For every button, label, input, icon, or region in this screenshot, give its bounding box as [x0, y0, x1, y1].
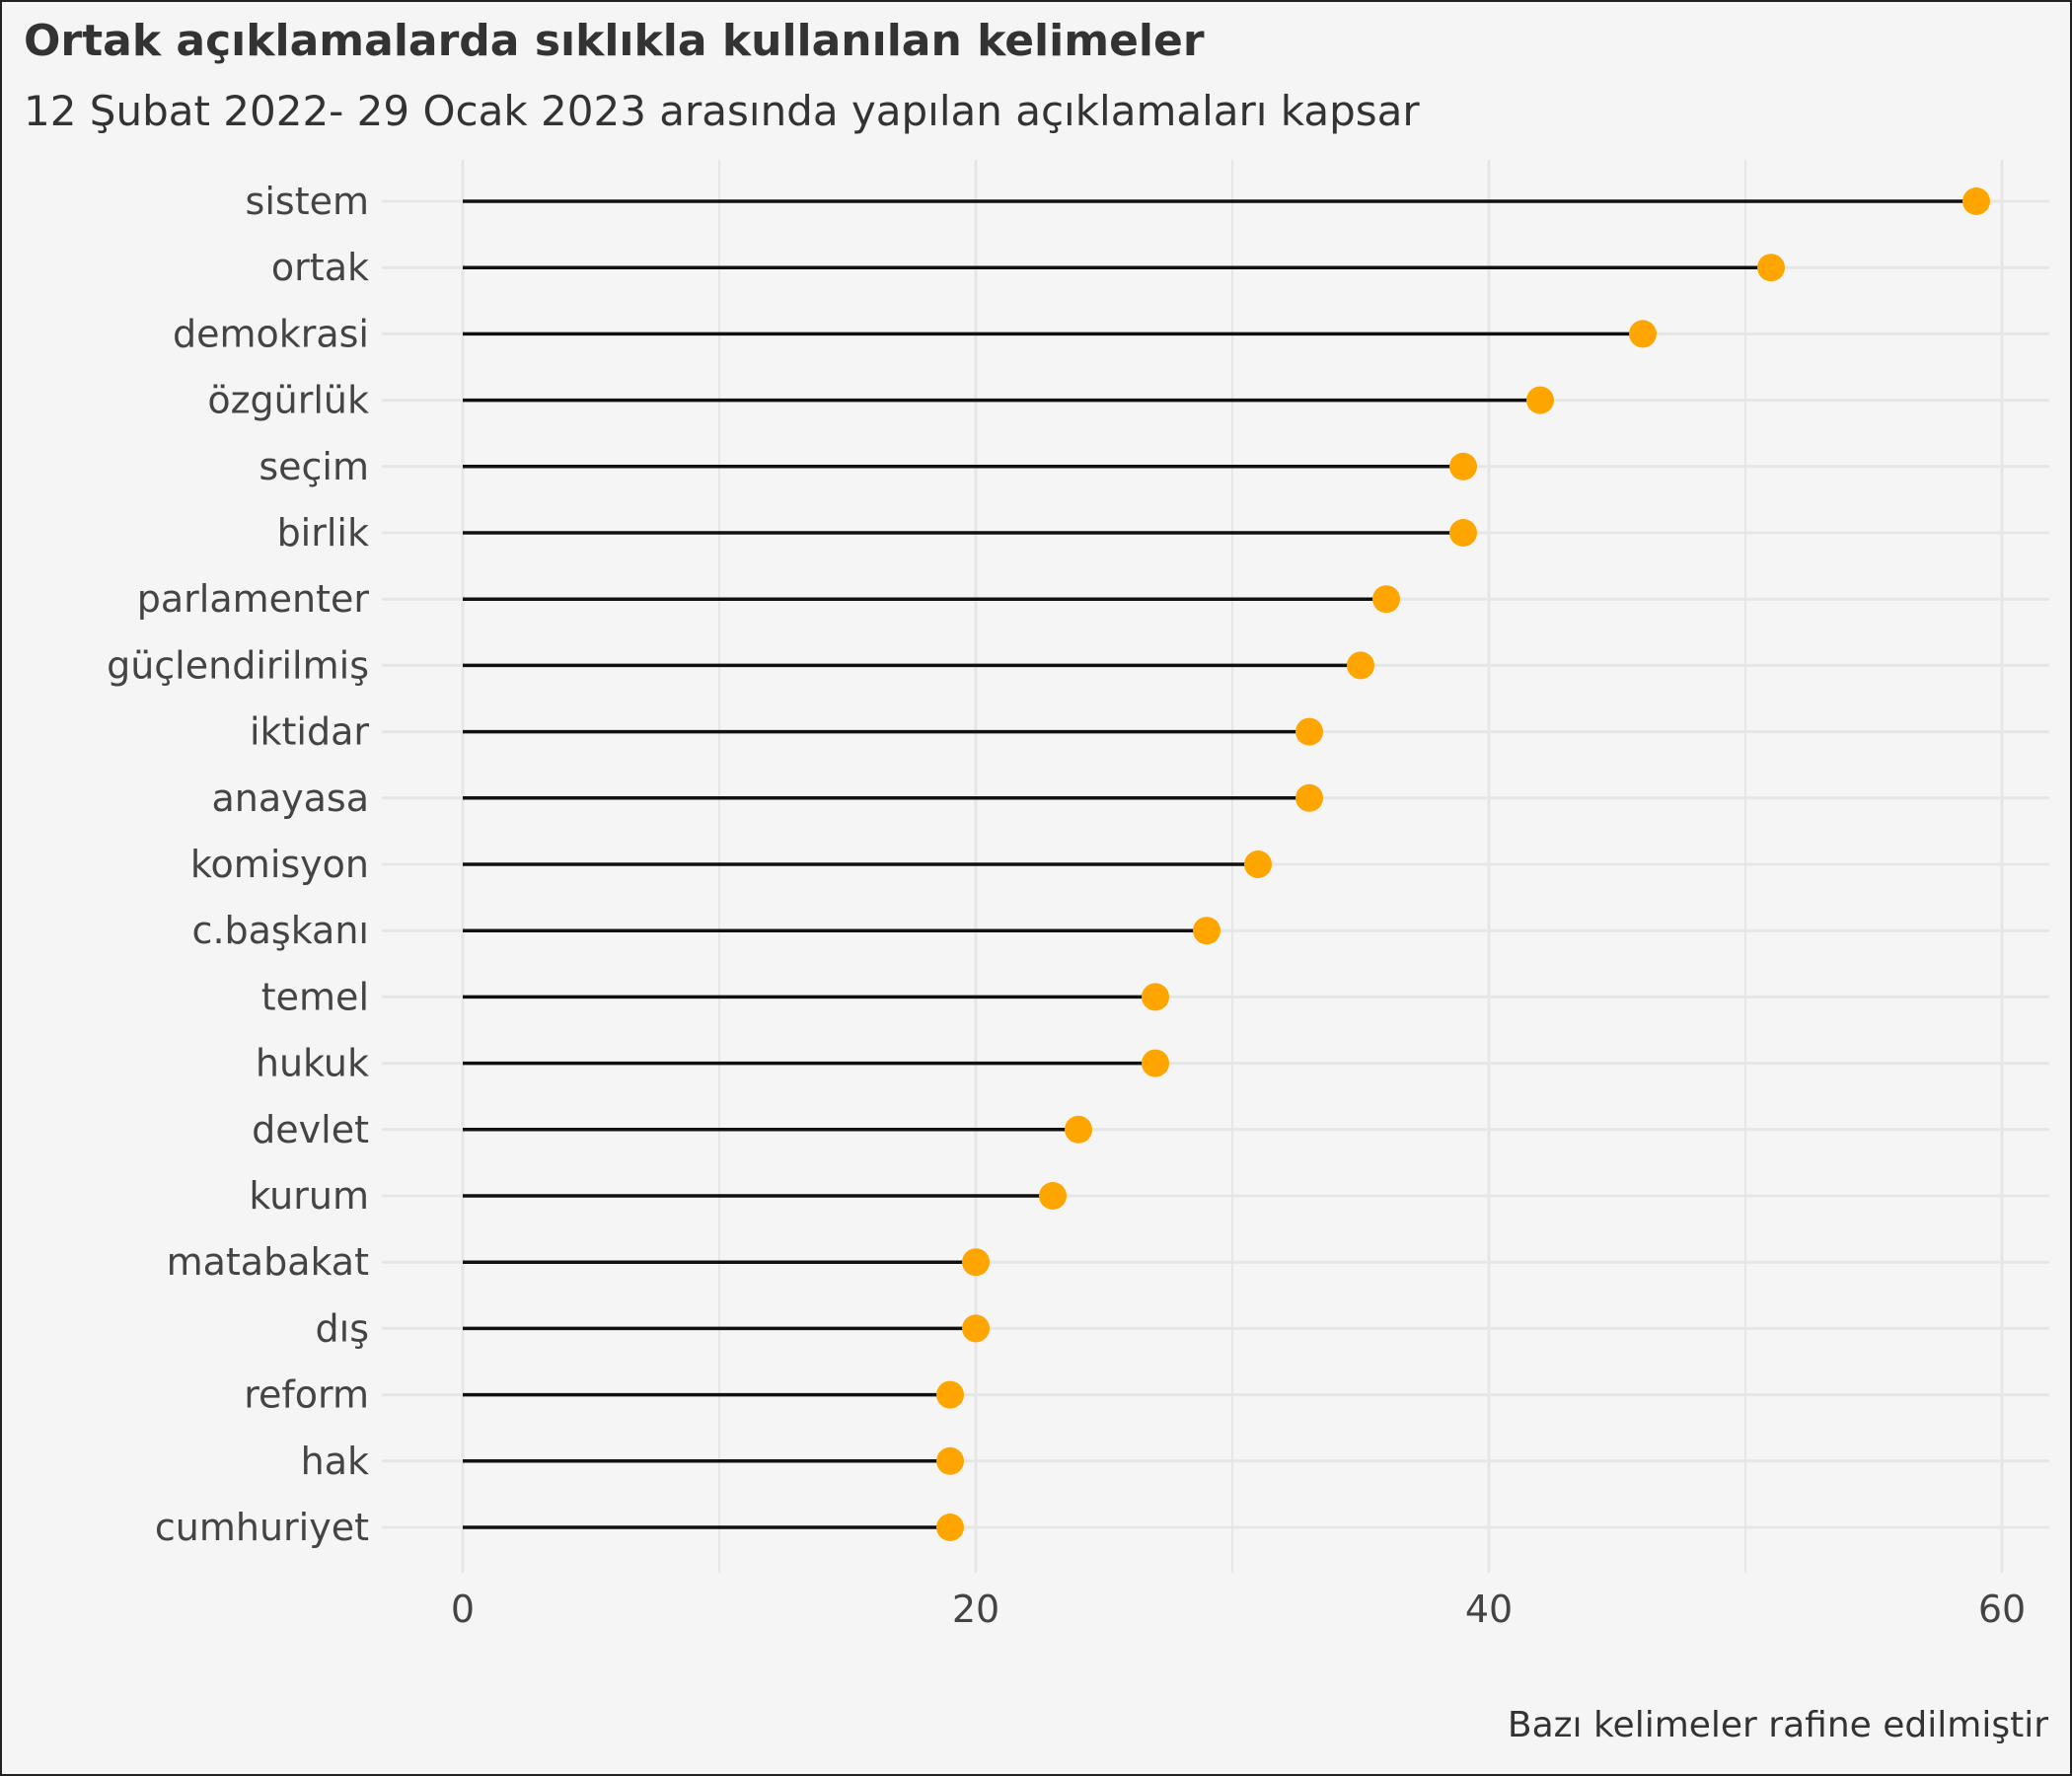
category-label: seçim	[259, 445, 369, 488]
lollipop-point	[1295, 783, 1323, 812]
category-label: dış	[316, 1306, 369, 1350]
category-label: özgürlük	[207, 379, 369, 422]
category-label: cumhuriyet	[155, 1506, 369, 1549]
category-labels: sistem ortak demokrasi özgürlük seçim birlik p…	[107, 180, 369, 1549]
grid	[382, 160, 2049, 1573]
x-tick-label: 40	[1465, 1588, 1513, 1631]
x-tick-label: 20	[952, 1588, 999, 1631]
category-label: hukuk	[256, 1042, 369, 1085]
category-label: anayasa	[211, 777, 369, 820]
lollipop-point	[962, 1248, 990, 1277]
stems	[463, 199, 1976, 1529]
lollipop-point	[936, 1446, 964, 1475]
category-label: komisyon	[190, 843, 369, 886]
category-label: reform	[244, 1373, 369, 1417]
category-label: devlet	[252, 1108, 369, 1151]
category-label: hak	[301, 1440, 369, 1483]
x-axis-ticks: 0 20 40 60	[451, 1588, 2026, 1631]
lollipop-point	[1629, 320, 1657, 348]
category-label: sistem	[246, 180, 369, 223]
lollipop-point	[1193, 917, 1221, 945]
lollipop-point	[936, 1514, 964, 1541]
category-label: birlik	[277, 511, 369, 555]
lollipop-point	[1142, 1049, 1169, 1077]
lollipop-point	[1449, 452, 1477, 481]
lollipop-point	[1065, 1115, 1092, 1144]
lollipop-point	[1347, 651, 1374, 680]
category-label: kurum	[249, 1174, 369, 1218]
category-label: demokrasi	[173, 312, 369, 355]
points	[936, 187, 1990, 1541]
lollipop-point	[1449, 519, 1477, 547]
x-tick-label: 0	[451, 1588, 475, 1631]
lollipop-point	[1757, 254, 1785, 282]
chart-title: Ortak açıklamalarda sıklıkla kullanılan …	[24, 16, 1205, 66]
category-label: güçlendirilmiş	[107, 643, 369, 687]
lollipop-point	[1526, 386, 1554, 414]
lollipop-point	[1372, 585, 1400, 614]
category-label: iktidar	[250, 710, 369, 754]
lollipop-point	[1039, 1182, 1067, 1210]
lollipop-point	[936, 1380, 964, 1409]
lollipop-point	[1295, 717, 1323, 746]
chart-caption: Bazı kelimeler rafine edilmiştir	[1507, 1705, 2048, 1745]
category-label: matabakat	[167, 1240, 369, 1284]
lollipop-point	[1962, 187, 1990, 215]
category-label: parlamenter	[137, 577, 370, 621]
lollipop-point	[1244, 851, 1272, 878]
category-label: ortak	[271, 246, 369, 289]
lollipop-point	[962, 1314, 990, 1343]
category-label: temel	[261, 975, 369, 1018]
lollipop-point	[1142, 983, 1169, 1011]
x-tick-label: 60	[1978, 1588, 2026, 1631]
chart-subtitle: 12 Şubat 2022- 29 Ocak 2023 arasında yap…	[24, 87, 1420, 135]
category-label: c.başkanı	[192, 909, 369, 952]
